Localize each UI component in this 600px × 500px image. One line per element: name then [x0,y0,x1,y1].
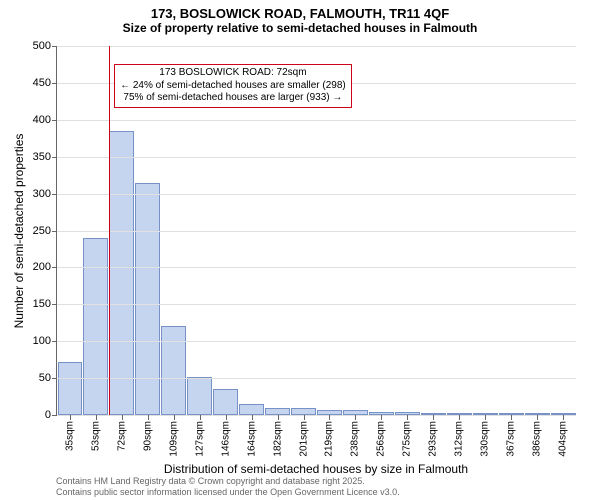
y-tick-label: 350 [33,151,51,163]
x-tick-mark [537,415,538,420]
y-tick-label: 50 [39,372,51,384]
y-tick-mark [52,120,57,121]
x-tick-label: 164sqm [246,421,257,457]
x-tick-label: 72sqm [116,421,127,451]
callout-box: 173 BOSLOWICK ROAD: 72sqm← 24% of semi-d… [114,64,352,108]
gridline [57,304,576,305]
x-tick-label: 386sqm [532,421,543,457]
histogram-bar [239,404,264,415]
plot-area: 05010015020025030035040045050035sqm53sqm… [56,46,576,416]
x-tick-label: 219sqm [324,421,335,457]
x-tick-label: 275sqm [402,421,413,457]
x-tick-label: 312sqm [454,421,465,457]
x-tick-label: 53sqm [90,421,101,451]
gridline [57,194,576,195]
y-tick-mark [52,378,57,379]
x-tick-mark [148,415,149,420]
x-tick-mark [174,415,175,420]
x-tick-label: 35sqm [64,421,75,451]
y-tick-label: 100 [33,335,51,347]
y-tick-mark [52,157,57,158]
y-axis-label: Number of semi-detached properties [12,36,26,231]
footer-line-1: Contains HM Land Registry data © Crown c… [56,476,400,487]
x-tick-mark [278,415,279,420]
x-tick-label: 367sqm [506,421,517,457]
x-tick-mark [407,415,408,420]
x-tick-label: 293sqm [428,421,439,457]
gridline [57,341,576,342]
x-tick-mark [304,415,305,420]
x-tick-label: 201sqm [298,421,309,457]
gridline [57,46,576,47]
x-tick-mark [459,415,460,420]
callout-line-2: ← 24% of semi-detached houses are smalle… [120,80,346,93]
x-tick-mark [252,415,253,420]
x-tick-mark [433,415,434,420]
x-tick-label: 330sqm [480,421,491,457]
x-tick-mark [485,415,486,420]
y-tick-mark [52,83,57,84]
histogram-bar [83,238,108,415]
x-tick-mark [511,415,512,420]
x-tick-label: 90sqm [142,421,153,451]
histogram-chart: 05010015020025030035040045050035sqm53sqm… [56,46,576,416]
gridline [57,120,576,121]
y-tick-label: 500 [33,40,51,52]
gridline [57,378,576,379]
y-tick-label: 200 [33,261,51,273]
x-tick-mark [329,415,330,420]
x-tick-mark [96,415,97,420]
y-tick-mark [52,46,57,47]
x-tick-label: 182sqm [272,421,283,457]
x-tick-label: 404sqm [558,421,569,457]
histogram-bar [213,389,238,415]
y-tick-mark [52,267,57,268]
x-tick-mark [200,415,201,420]
x-tick-mark [226,415,227,420]
callout-line-3: 75% of semi-detached houses are larger (… [120,92,346,105]
gridline [57,231,576,232]
reference-line [109,46,110,415]
x-axis-label: Distribution of semi-detached houses by … [164,462,468,476]
y-tick-mark [52,231,57,232]
histogram-bar [135,183,160,415]
y-tick-label: 300 [33,188,51,200]
x-tick-label: 127sqm [194,421,205,457]
x-tick-mark [563,415,564,420]
x-tick-label: 256sqm [376,421,387,457]
y-tick-label: 0 [45,409,51,421]
y-tick-mark [52,415,57,416]
y-tick-mark [52,341,57,342]
y-tick-label: 250 [33,225,51,237]
y-tick-label: 150 [33,298,51,310]
title-line-1: 173, BOSLOWICK ROAD, FALMOUTH, TR11 4QF [0,6,600,21]
x-tick-label: 109sqm [168,421,179,457]
histogram-bar [58,362,83,415]
chart-footer: Contains HM Land Registry data © Crown c… [56,476,400,498]
footer-line-2: Contains public sector information licen… [56,487,400,498]
x-tick-mark [381,415,382,420]
x-tick-label: 146sqm [220,421,231,457]
chart-title: 173, BOSLOWICK ROAD, FALMOUTH, TR11 4QF … [0,0,600,35]
x-tick-mark [122,415,123,420]
x-tick-mark [70,415,71,420]
y-tick-mark [52,304,57,305]
histogram-bar [291,408,316,415]
y-tick-mark [52,194,57,195]
gridline [57,415,576,416]
y-tick-label: 450 [33,77,51,89]
y-tick-label: 400 [33,114,51,126]
x-tick-mark [355,415,356,420]
gridline [57,157,576,158]
histogram-bar [265,408,290,415]
histogram-bar [161,326,186,415]
histogram-bar [187,377,212,415]
title-line-2: Size of property relative to semi-detach… [0,21,600,35]
callout-line-1: 173 BOSLOWICK ROAD: 72sqm [120,67,346,80]
gridline [57,267,576,268]
x-tick-label: 238sqm [350,421,361,457]
histogram-bar [109,131,134,415]
